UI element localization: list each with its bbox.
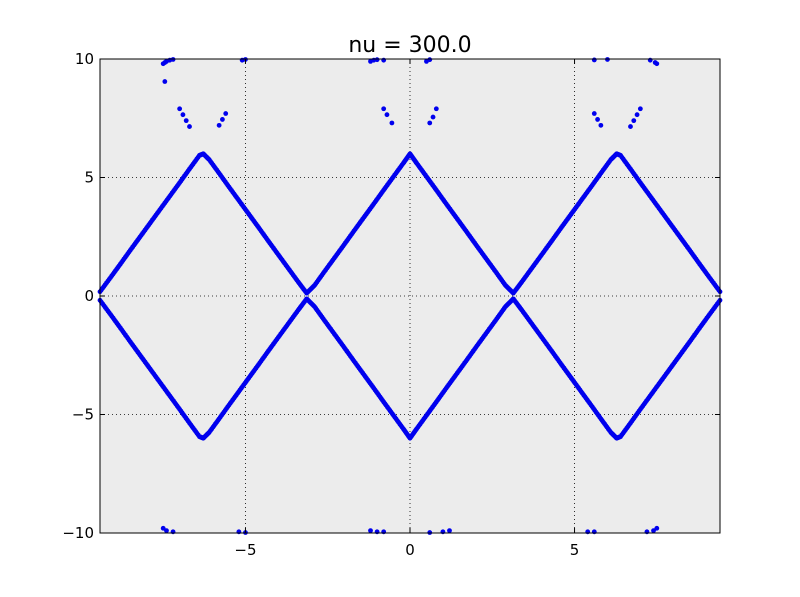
x-tick-label: 0 <box>405 541 415 559</box>
data-point <box>216 122 222 128</box>
data-point <box>595 117 600 122</box>
data-point <box>177 106 183 112</box>
scatter-points <box>97 57 723 535</box>
x-tick-label: −5 <box>234 541 256 559</box>
data-point <box>384 112 390 118</box>
x-tick-label: 5 <box>570 541 580 559</box>
y-tick-label: 0 <box>84 287 94 305</box>
data-point <box>598 122 604 128</box>
data-point <box>427 57 433 63</box>
data-point <box>164 528 169 534</box>
data-point <box>381 106 387 112</box>
data-point <box>591 57 597 63</box>
data-point <box>591 111 597 116</box>
data-point <box>427 120 433 126</box>
data-point <box>447 528 452 534</box>
data-point <box>430 114 436 120</box>
chart-title: nu = 300.0 <box>348 33 471 58</box>
y-tick-label: −5 <box>72 406 94 424</box>
y-axis-ticks: −10 −5 0 5 10 <box>62 50 720 542</box>
data-point <box>631 118 637 124</box>
data-point <box>637 106 643 112</box>
data-point <box>433 106 439 112</box>
data-point <box>162 79 168 84</box>
y-tick-label: −10 <box>62 524 94 542</box>
data-point <box>374 57 380 63</box>
data-point <box>223 111 229 116</box>
data-point <box>220 117 225 122</box>
data-point <box>652 60 658 65</box>
y-tick-label: 10 <box>75 50 94 68</box>
y-tick-label: 5 <box>84 169 94 187</box>
data-point <box>634 112 640 118</box>
data-point <box>183 118 189 124</box>
data-point <box>654 525 660 531</box>
data-point <box>187 124 192 129</box>
data-point <box>628 124 633 129</box>
x-axis-ticks: −5 0 5 <box>234 59 579 559</box>
data-point <box>389 120 395 126</box>
data-point <box>368 528 373 534</box>
data-point <box>180 112 186 118</box>
